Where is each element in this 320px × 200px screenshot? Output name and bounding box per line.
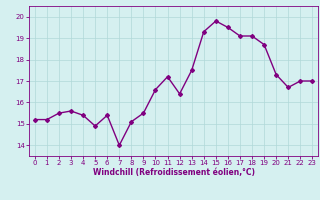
X-axis label: Windchill (Refroidissement éolien,°C): Windchill (Refroidissement éolien,°C) — [92, 168, 255, 177]
